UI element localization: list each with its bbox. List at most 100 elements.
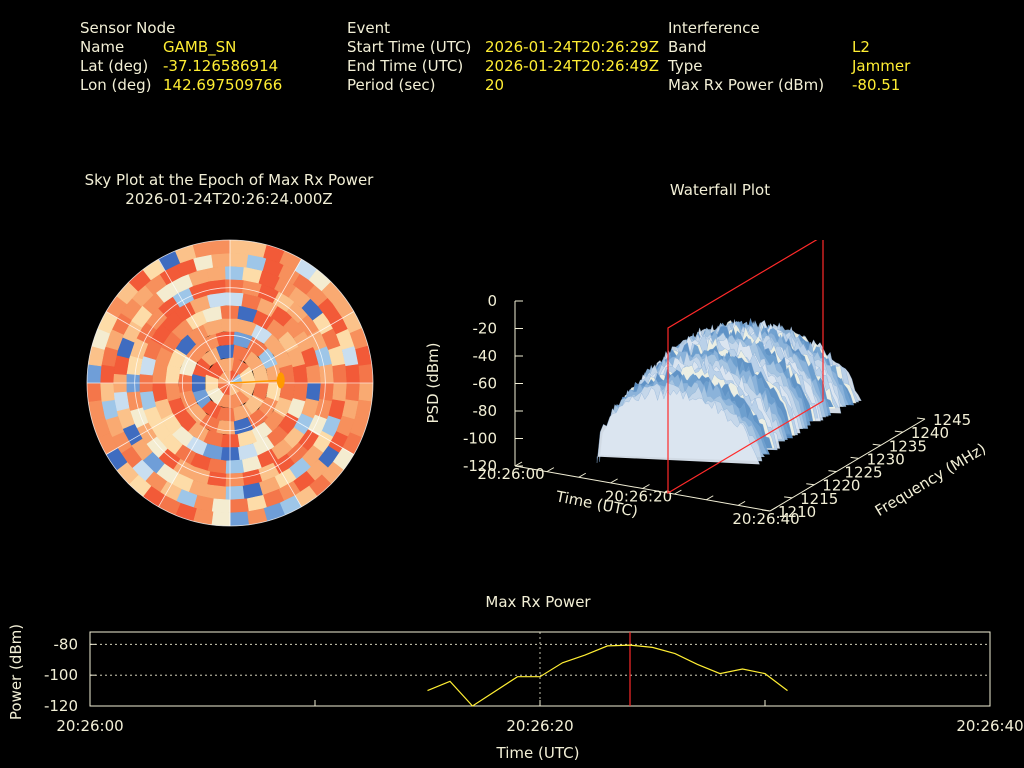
waterfall-freq-axis — [769, 418, 926, 512]
sky-cell — [211, 252, 231, 268]
waterfall-freq-tick — [828, 470, 837, 473]
waterfall-time-tick-label: 20:26:00 — [477, 465, 544, 483]
waterfall-surface — [596, 317, 862, 465]
power-x-tick-label: 20:26:00 — [56, 717, 123, 735]
waterfall-freq-tick — [784, 496, 793, 499]
sky-cell — [358, 363, 373, 384]
waterfall-time-tick — [610, 478, 618, 484]
waterfall-freq-tick — [916, 417, 926, 420]
power-line — [427, 644, 788, 707]
waterfall-freq-tick-label: 1220 — [822, 477, 860, 495]
power-y-tick-label: -80 — [54, 635, 79, 653]
sky-cell — [206, 484, 227, 501]
event-end-label: End Time (UTC) — [347, 57, 464, 75]
satellite-icon — [276, 372, 285, 389]
sensor-name-value: GAMB_SN — [163, 38, 237, 56]
sky-cell — [211, 498, 231, 514]
waterfall-freq-tick — [872, 443, 881, 446]
interference-band-label: Band — [668, 38, 707, 56]
sky-azimuth-line — [158, 382, 231, 508]
waterfall-title: Waterfall Plot — [669, 181, 771, 199]
sky-azimuth-line — [229, 382, 302, 508]
sky-cell — [319, 364, 335, 384]
waterfall-z-tick-label: -80 — [473, 402, 498, 420]
waterfall-freq-tick — [806, 483, 815, 486]
power-xlabel: Time (UTC) — [496, 744, 580, 762]
sky-cell — [192, 240, 214, 258]
waterfall-freq-tick-label: 1225 — [844, 464, 882, 482]
sensor-lat-value: -37.126586914 — [163, 57, 279, 75]
sky-cell — [224, 278, 245, 294]
sky-cell — [206, 265, 227, 282]
waterfall-freq-tick-label: 1215 — [800, 490, 838, 508]
sky-cell — [229, 252, 249, 268]
power-grid — [89, 631, 991, 707]
sky-cell — [229, 511, 250, 526]
sky-cell — [87, 399, 105, 421]
sky-cell — [246, 508, 268, 526]
waterfall-time-tick — [546, 467, 555, 473]
waterfall-freq-tick — [761, 509, 771, 512]
sky-cell — [215, 330, 236, 346]
waterfall-z-tick-label: -120 — [463, 457, 497, 475]
waterfall-time-tick — [514, 461, 523, 467]
sky-grid — [86, 239, 374, 527]
waterfall-z-tick-label: -20 — [473, 320, 498, 338]
sky-cell — [358, 382, 373, 403]
sky-cell — [164, 382, 181, 402]
sensor-lat-label: Lat (deg) — [80, 57, 149, 75]
sky-azimuth-line — [105, 382, 231, 455]
power-ticks: -80 -100 -120 20:26:00 20:26:20 20:26:40 — [44, 635, 1024, 735]
sky-cell — [206, 278, 227, 295]
sky-cell — [345, 382, 361, 402]
power-ylabel: Power (dBm) — [7, 624, 25, 720]
sky-cell — [355, 345, 373, 367]
waterfall-zlabel: PSD (dBm) — [424, 342, 442, 423]
waterfall-time-marker — [667, 240, 824, 495]
waterfall-z-tick-label: -60 — [473, 375, 498, 393]
waterfall-time-tick-label: 20:26:40 — [732, 510, 799, 528]
interference-type-value: Jammer — [852, 57, 911, 75]
sensor-name-label: Name — [80, 38, 125, 56]
event-period-label: Period (sec) — [347, 76, 436, 94]
power-title: Max Rx Power — [485, 593, 591, 611]
power-x-tick-label: 20:26:40 — [956, 717, 1023, 735]
waterfall-z-tick-label: -40 — [473, 347, 498, 365]
sky-cell — [224, 485, 245, 501]
sky-cell — [332, 363, 348, 384]
waterfall-epoch-plane — [667, 240, 824, 495]
event-start-label: Start Time (UTC) — [347, 38, 472, 56]
sky-cell — [229, 498, 249, 514]
sky-azimuth-line — [105, 311, 231, 384]
interference-power-value: -80.51 — [852, 76, 901, 94]
skyplot-title: Sky Plot at the Epoch of Max Rx Power — [84, 171, 374, 189]
waterfall-time-tick — [674, 489, 682, 495]
event-start-value: 2026-01-24T20:26:29Z — [485, 38, 659, 56]
interference-band-value: L2 — [852, 38, 870, 56]
sky-cell — [87, 382, 102, 403]
sky-cell — [225, 291, 245, 307]
sky-cell — [332, 382, 348, 403]
power-y-tick-label: -100 — [44, 666, 78, 684]
power-x-tick-label: 20:26:20 — [506, 717, 573, 735]
waterfall-freq-tick-label: 1210 — [778, 503, 816, 521]
satellite-marker — [229, 372, 285, 389]
power-y-tick-label: -120 — [44, 697, 78, 715]
sky-cell — [345, 364, 361, 384]
sky-cell — [87, 363, 102, 384]
sensor-header: Sensor Node — [80, 19, 176, 37]
sky-cell — [306, 382, 322, 402]
waterfall-freq-tick — [894, 430, 903, 433]
sky-plot — [86, 239, 374, 527]
waterfall-freq-tick — [850, 456, 859, 459]
event-header: Event — [347, 19, 390, 37]
power-chart: -80 -100 -120 20:26:00 20:26:20 20:26:40 Time… — [7, 624, 1024, 762]
waterfall-freq-tick-label: 1240 — [911, 424, 949, 442]
power-series — [427, 644, 788, 707]
sensor-lon-value: 142.697509766 — [163, 76, 283, 94]
waterfall-time-tick — [706, 495, 714, 501]
event-period-value: 20 — [485, 76, 505, 94]
sky-cell — [319, 382, 335, 402]
sky-cell — [99, 382, 115, 402]
